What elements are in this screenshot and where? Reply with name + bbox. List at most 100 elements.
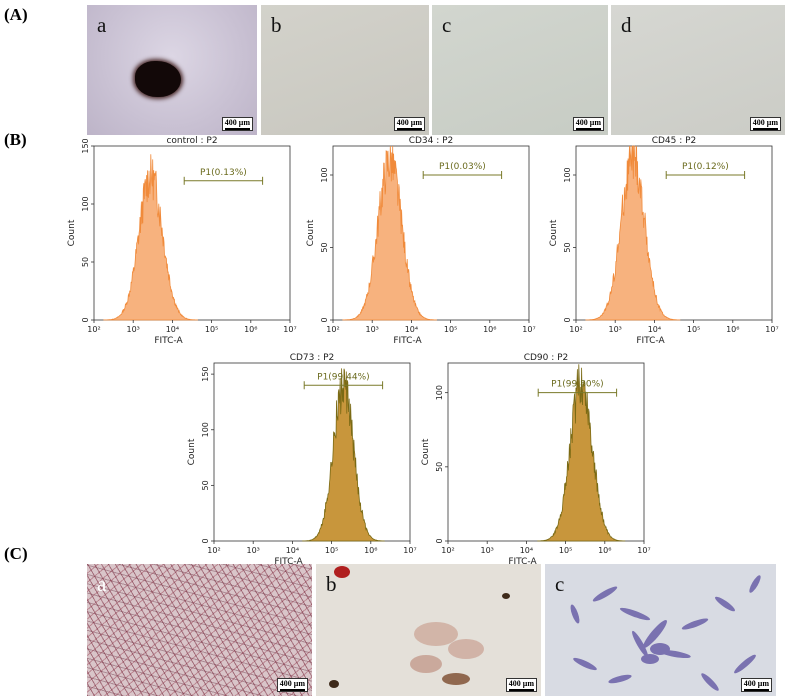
image-letter: c (555, 572, 565, 596)
image-letter: b (271, 13, 282, 37)
histogram-area (103, 154, 198, 321)
plot-frame (332, 145, 530, 321)
histogram-area (302, 368, 386, 542)
micrograph-a-c: c 400 μm (432, 5, 608, 135)
y-tick-label: 50 (320, 242, 329, 252)
x-tick-label: 10⁵ (205, 325, 218, 334)
x-tick-label: 10⁶ (726, 325, 739, 334)
x-tick-label: 10⁵ (687, 325, 700, 334)
x-tick-label: 10² (441, 546, 454, 555)
y-tick-label: 50 (563, 242, 572, 252)
x-axis-label: FITC-A (274, 557, 303, 567)
histogram-area (537, 364, 626, 542)
scale-bar-label: 400 μm (508, 679, 534, 688)
scale-bar: 400 μm (276, 678, 308, 692)
x-axis-label: FITC-A (393, 336, 422, 346)
y-tick-label: 150 (201, 366, 210, 381)
y-tick-label: 0 (201, 538, 210, 543)
scale-bar: 400 μm (749, 117, 781, 131)
y-tick-label: 100 (435, 385, 444, 400)
micrograph-a-b: b 400 μm (261, 5, 429, 135)
chart-title: CD34 : P2 (409, 136, 454, 146)
plot-frame (575, 145, 773, 321)
plot-frame (447, 362, 645, 542)
lipid-stain-blotches (329, 566, 526, 688)
histogram-area (585, 145, 681, 321)
x-tick-label: 10⁴ (648, 325, 661, 334)
scale-bar-label: 400 μm (752, 118, 778, 127)
x-tick-label: 10⁵ (559, 546, 572, 555)
y-axis-label: Count (549, 219, 559, 246)
y-axis-label: Count (187, 438, 197, 465)
scale-bar: 400 μm (572, 117, 604, 131)
y-axis-label: Count (67, 219, 77, 246)
y-tick-label: 100 (201, 422, 210, 437)
histogram-cd34: CD34 : P2 P1(0.03%) 0 50 100 10² 10³ 10⁴ 10⁵ 10⁶ 1… (306, 136, 536, 346)
x-tick-label: 10³ (247, 546, 260, 555)
y-axis-label: Count (421, 438, 431, 465)
x-tick-label: 10² (87, 325, 100, 334)
x-axis-label: FITC-A (636, 336, 665, 346)
gate-label: P1(0.03%) (439, 162, 486, 172)
violet-stained-cells (570, 575, 761, 691)
scale-bar: 400 μm (740, 678, 772, 692)
histogram-cd73: CD73 : P2 P1(99.44%) 0 50 100 150 10² 10³ 10⁴ 10⁵… (187, 353, 417, 567)
y-tick-label: 0 (435, 538, 444, 543)
image-letter: c (442, 13, 452, 37)
histogram-control: control : P2 P1(0.13%) 0 50 100 150 10² 10³ 10⁴ 1… (67, 136, 297, 346)
y-tick-label: 0 (563, 317, 572, 322)
panel-label-b: (B) (4, 130, 27, 149)
x-tick-label: 10⁷ (637, 546, 650, 555)
stained-image-c-c: c 400 μm (545, 564, 776, 696)
dark-colony-spot (135, 61, 181, 97)
y-tick-label: 50 (81, 257, 90, 267)
scale-bar-label: 400 μm (743, 679, 769, 688)
histogram-cd90: CD90 : P2 P1(99.80%) 0 50 100 10² 10³ 10⁴ 10⁵ 10⁶… (421, 353, 651, 567)
x-tick-label: 10⁵ (444, 325, 457, 334)
plot-frame (93, 145, 291, 321)
image-letter: b (326, 572, 337, 596)
x-tick-label: 10² (207, 546, 220, 555)
x-axis-label: FITC-A (508, 557, 537, 567)
image-letter: a (97, 572, 107, 596)
x-tick-label: 10³ (481, 546, 494, 555)
x-tick-label: 10⁶ (364, 546, 377, 555)
micrograph-a-a: a 400 μm (87, 5, 257, 135)
stained-image-c-b: b 400 μm (316, 564, 541, 696)
gate-label: P1(99.80%) (551, 380, 604, 390)
y-tick-label: 100 (320, 167, 329, 182)
chart-title: control : P2 (166, 136, 217, 146)
y-tick-label: 100 (81, 196, 90, 211)
histogram-area (342, 145, 437, 321)
scale-bar: 400 μm (505, 678, 537, 692)
x-tick-label: 10³ (127, 325, 140, 334)
x-axis-label: FITC-A (154, 336, 183, 346)
chart-title: CD45 : P2 (652, 136, 697, 146)
micrograph-a-d: d 400 μm (611, 5, 785, 135)
scale-bar-label: 400 μm (396, 118, 422, 127)
x-tick-label: 10⁶ (598, 546, 611, 555)
y-axis-label: Count (306, 219, 316, 246)
x-tick-label: 10³ (609, 325, 622, 334)
gate-label: P1(0.12%) (682, 162, 729, 172)
x-tick-label: 10⁴ (405, 325, 418, 334)
y-tick-label: 0 (320, 317, 329, 322)
scale-bar: 400 μm (221, 117, 253, 131)
x-tick-label: 10⁵ (325, 546, 338, 555)
image-letter: a (97, 13, 107, 37)
scale-bar-label: 400 μm (224, 118, 250, 127)
x-tick-label: 10⁴ (286, 546, 299, 555)
y-tick-label: 0 (81, 317, 90, 322)
x-tick-label: 10⁷ (765, 325, 778, 334)
image-letter: d (621, 13, 632, 37)
stained-image-c-a: a 400 μm (87, 564, 312, 696)
gate-label: P1(99.44%) (317, 372, 370, 382)
x-tick-label: 10⁶ (244, 325, 257, 334)
x-tick-label: 10⁷ (403, 546, 416, 555)
gate-label: P1(0.13%) (200, 168, 247, 178)
chart-title: CD90 : P2 (524, 353, 569, 363)
panel-label-a: (A) (4, 5, 28, 24)
panel-label-c: (C) (4, 544, 28, 563)
x-tick-label: 10² (326, 325, 339, 334)
x-tick-label: 10⁶ (483, 325, 496, 334)
